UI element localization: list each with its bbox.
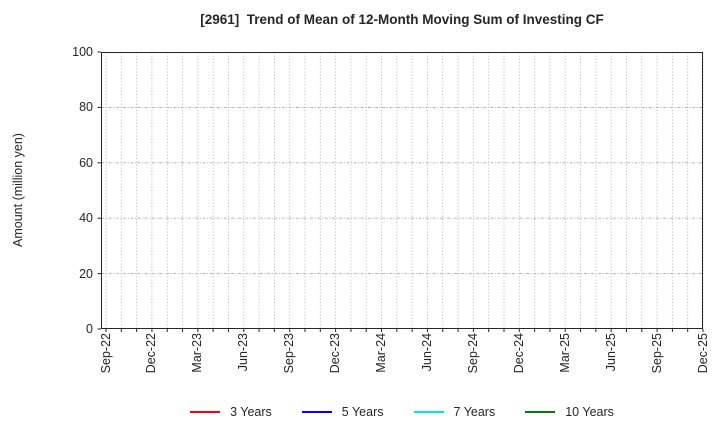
legend-line-swatch bbox=[525, 410, 556, 414]
legend-line-swatch bbox=[190, 410, 221, 414]
x-tick-label: Jun-24 bbox=[419, 333, 434, 372]
legend-item-5-years: 5 Years bbox=[301, 405, 384, 419]
x-tick-label: Mar-24 bbox=[374, 333, 389, 373]
x-tick-label: Dec-22 bbox=[144, 333, 159, 374]
y-tick-label: 20 bbox=[79, 266, 93, 281]
legend-item-7-years: 7 Years bbox=[413, 405, 496, 419]
legend: 3 Years 5 Years 7 Years 10 Years bbox=[101, 403, 703, 421]
legend-item-10-years: 10 Years bbox=[525, 405, 614, 419]
y-tick-label: 0 bbox=[86, 322, 93, 336]
x-tick-label: Dec-23 bbox=[328, 333, 343, 374]
legend-label: 10 Years bbox=[565, 405, 614, 419]
x-tick-label: Sep-24 bbox=[465, 333, 480, 374]
y-tick-label: 100 bbox=[72, 45, 93, 59]
x-tick-label: Sep-25 bbox=[649, 333, 664, 374]
y-tick-label: 60 bbox=[79, 155, 93, 170]
legend-label: 5 Years bbox=[341, 405, 384, 419]
x-tick-label: Sep-23 bbox=[282, 333, 297, 374]
legend-label: 3 Years bbox=[230, 405, 272, 419]
chart-title: [2961] Trend of Mean of 12-Month Moving … bbox=[200, 12, 604, 27]
legend-line-swatch bbox=[413, 410, 444, 414]
legend-item-3-years: 3 Years bbox=[190, 405, 272, 419]
legend-line-swatch bbox=[301, 410, 332, 414]
legend-label: 7 Years bbox=[453, 405, 496, 419]
x-tick-label: Jun-25 bbox=[603, 333, 618, 372]
x-tick-label: Jun-23 bbox=[236, 333, 251, 372]
x-tick-label: Sep-22 bbox=[98, 333, 113, 374]
x-tick-label: Dec-25 bbox=[695, 333, 710, 374]
x-tick-label: Dec-24 bbox=[511, 333, 526, 374]
y-tick-label: 40 bbox=[79, 211, 93, 226]
y-tick-label: 80 bbox=[79, 100, 93, 115]
x-tick-label: Mar-23 bbox=[190, 333, 205, 373]
plot-border bbox=[101, 52, 703, 329]
x-tick-label: Mar-25 bbox=[557, 333, 572, 373]
